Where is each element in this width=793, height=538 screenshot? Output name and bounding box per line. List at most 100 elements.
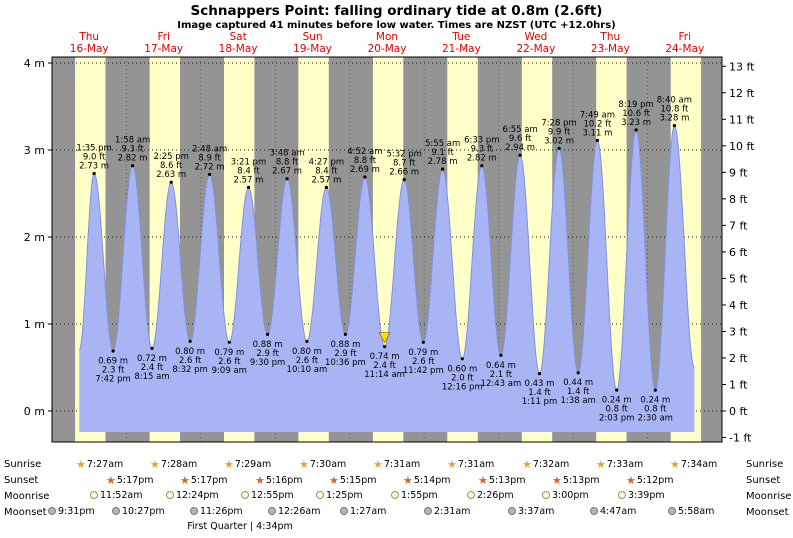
moonset-moon-icon [48, 507, 56, 515]
tide-extreme-label: 9.1 ft [431, 148, 454, 158]
sunrise-star-icon: ★ [224, 458, 234, 471]
tide-extreme-label: 9.6 ft [509, 134, 532, 144]
tide-extreme-label: 8.4 ft [237, 166, 260, 176]
sunrise-time: 7:31am [457, 459, 495, 470]
tide-extreme-dot [324, 185, 328, 189]
y-axis-label-ft: -1 ft [729, 432, 752, 445]
tide-extreme-label: 8:32 pm [172, 365, 207, 375]
tide-extreme-dot [188, 339, 192, 343]
tide-extreme-label: 2:25 pm [153, 152, 188, 162]
y-axis-label-m: 1 m [24, 318, 45, 331]
chart-subtitle: Image captured 41 minutes before low wat… [177, 20, 616, 31]
tide-extreme-label: 1.4 ft [528, 388, 551, 398]
moonrise-time: 3:00pm [552, 490, 589, 501]
tide-extreme-label: 2.69 m [350, 165, 380, 175]
moonset-moon-icon [508, 507, 516, 515]
moonset-time: 9:31pm [58, 506, 95, 517]
tide-extreme-label: 0.74 m [370, 352, 400, 362]
sunrise-time: 7:32am [532, 459, 570, 470]
sunset-star-icon: ★ [626, 474, 636, 487]
tide-extreme-dot [441, 167, 445, 171]
moonrise-time: 12:55pm [251, 490, 294, 501]
tide-extreme-label: 0.24 m [602, 396, 632, 406]
tide-extreme-label: 12:43 am [481, 379, 522, 389]
moonrise-entry: 1:25pm [316, 490, 363, 501]
tide-extreme-label: 2:48 am [192, 144, 227, 154]
sunrise-entry: ★7:32am [522, 458, 569, 471]
tide-extreme-dot [111, 349, 115, 353]
tide-extreme-label: 2:03 pm [599, 414, 634, 424]
y-axis-label-m: 3 m [24, 144, 45, 157]
tide-extreme-label: 0.64 m [486, 361, 516, 371]
tide-extreme-label: 2.72 m [195, 162, 225, 172]
tide-extreme-label: 0.43 m [525, 379, 555, 389]
moonrise-moon-icon [467, 491, 475, 499]
sunset-star-icon: ★ [403, 474, 413, 487]
y-axis-label-m: 4 m [24, 57, 45, 70]
tide-extreme-label: 10.8 ft [660, 105, 688, 115]
moonrise-time: 3:39pm [628, 490, 665, 501]
tide-extreme-label: 7:42 pm [95, 375, 130, 385]
moonset-moon-icon [190, 507, 198, 515]
moonrise-moon-icon [166, 491, 174, 499]
tide-extreme-label: 1:35 pm [76, 144, 111, 154]
day-label-name: Tue [451, 31, 470, 43]
sunset-time: 5:16pm [265, 475, 303, 486]
tide-extreme-label: 9:09 am [212, 366, 247, 376]
moonset-time: 4:47am [600, 506, 637, 517]
moonrise-time: 1:25pm [326, 490, 363, 501]
tide-extreme-label: 9:30 pm [250, 358, 285, 368]
moonset-entry: 2:31am [424, 506, 470, 517]
tide-extreme-label: 4:27 pm [309, 157, 344, 167]
tide-extreme-label: 0.80 m [175, 347, 205, 357]
tide-extreme-label: 2.9 ft [256, 349, 279, 359]
tide-extreme-label: 9.3 ft [121, 145, 144, 155]
sunset-entry: ★5:12pm [626, 474, 674, 487]
sunset-entry: ★5:17pm [106, 474, 154, 487]
sunrise-entry: ★7:29am [224, 458, 271, 471]
tide-extreme-label: 0.44 m [563, 378, 593, 388]
sunset-entry: ★5:13pm [552, 474, 600, 487]
tide-extreme-dot [595, 138, 600, 142]
sunrise-entry: ★7:31am [447, 458, 494, 471]
day-label-date: 21-May [442, 43, 481, 55]
sunset-star-icon: ★ [478, 474, 488, 487]
tide-extreme-label: 0.80 m [292, 347, 322, 357]
tide-extreme-dot [169, 180, 173, 184]
tide-extreme-label: 2.63 m [156, 170, 186, 180]
tide-extreme-label: 0.72 m [137, 354, 167, 364]
tide-extreme-dot [150, 346, 154, 350]
y-axis-label-ft: 12 ft [729, 87, 755, 100]
y-axis-label-ft: 8 ft [729, 193, 748, 206]
tide-extreme-label: 2.4 ft [373, 361, 396, 371]
tide-extreme-dot [383, 345, 387, 349]
moonset-row: Moonset 9:31pm 10:27pm 11:26pm 12:26am 1:27a… [0, 506, 793, 522]
sunset-entry: ★5:16pm [255, 474, 303, 487]
moonset-entry: 1:27am [340, 506, 386, 517]
moonrise-row: Moonrise 11:52am 12:24pm 12:55pm 1:25pm 1:55… [0, 490, 793, 506]
tide-extreme-label: 12:16 pm [442, 382, 483, 392]
moonset-label-right: Moonset [746, 507, 789, 518]
day-label-name: Wed [524, 31, 547, 43]
tide-extreme-label: 6:33 pm [464, 136, 499, 146]
moonset-label-left: Moonset [4, 507, 47, 518]
moonset-time: 2:31am [434, 506, 471, 517]
sunrise-star-icon: ★ [522, 458, 532, 471]
tide-extreme-dot [634, 128, 638, 132]
tide-extreme-dot [557, 146, 561, 150]
tide-extreme-dot [537, 372, 542, 376]
tide-extreme-label: 8.8 ft [354, 156, 377, 166]
sunrise-star-icon: ★ [76, 458, 86, 471]
moonset-entry: 9:31pm [48, 506, 95, 517]
moonset-time: 11:26pm [200, 506, 243, 517]
tide-extreme-dot [285, 177, 289, 181]
tide-extreme-label: 2.4 ft [141, 363, 164, 373]
tide-extreme-label: 8:15 am [134, 372, 169, 382]
tide-extreme-label: 9.0 ft [83, 153, 106, 163]
sunrise-time: 7:33am [606, 459, 644, 470]
sunset-star-icon: ★ [255, 474, 265, 487]
sunrise-time: 7:27am [86, 459, 124, 470]
sunset-time: 5:14pm [413, 475, 451, 486]
day-label-date: 24-May [665, 43, 704, 55]
tide-extreme-dot [246, 185, 251, 189]
